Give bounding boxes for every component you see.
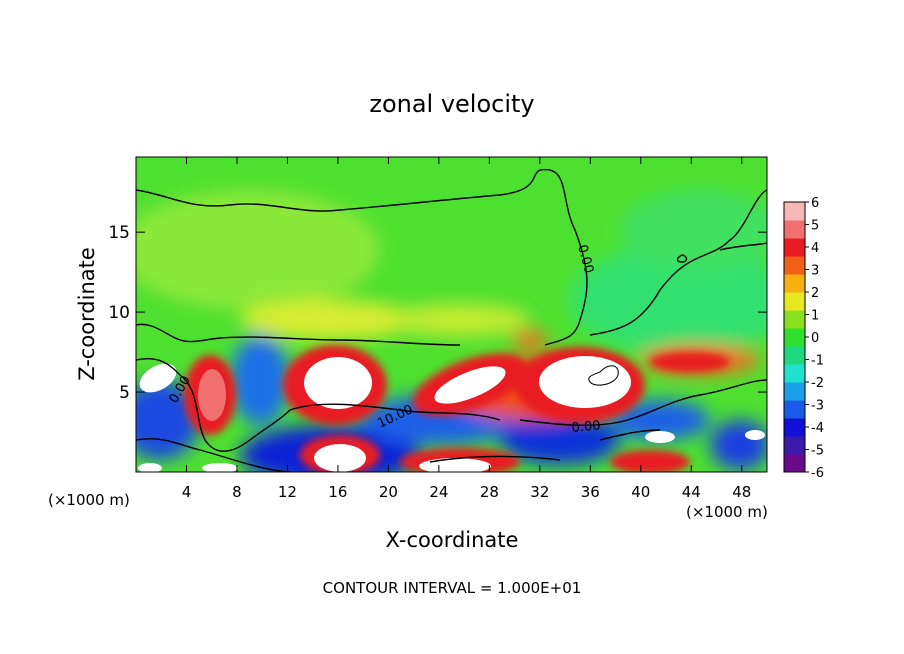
colorbar-tick-label: 4 [811,241,819,256]
x-tick-label: 28 [480,483,499,501]
x-tick-label: 24 [429,483,448,501]
colorbar-swatch [784,292,805,311]
x-tick-label: 44 [682,483,701,501]
y-axis: 5 10 15 [108,223,767,403]
contour-label: 0.00 [574,243,596,275]
chart-title: zonal velocity [369,90,534,118]
x-tick-label: 4 [182,483,192,501]
contour-lines [136,168,767,472]
colorbar-tick-label: 6 [811,196,819,211]
x-unit-left: (×1000 m) [48,491,130,509]
colorbar-tick-label: 5 [811,219,819,234]
colorbar-swatch [784,220,805,239]
y-axis-label: Z-coordinate [75,247,99,381]
colorbar-swatch [784,238,805,257]
x-tick-label: 8 [232,483,242,501]
contour-interval-note: CONTOUR INTERVAL = 1.000E+01 [323,579,582,597]
colorbar-tick-label: -2 [811,376,824,391]
heatmap-field [136,157,767,472]
colorbar-swatch [784,202,805,221]
y-tick-label: 10 [108,303,130,323]
colorbar-swatch [784,346,805,365]
colorbar-tick-label: -4 [811,421,824,436]
x-tick-label: 40 [631,483,650,501]
x-unit-right: (×1000 m) [686,503,768,521]
y-tick-label: 15 [108,223,130,243]
colorbar-tick-label: 3 [811,264,819,279]
colorbar-swatch [784,436,805,455]
colorbar-tick-label: 0 [811,331,819,346]
colorbar-swatch [784,364,805,383]
colorbar-swatch [784,418,805,437]
x-tick-label: 16 [328,483,347,501]
colorbar-tick-label: 1 [811,309,819,324]
colorbar-tick-label: -6 [811,466,824,481]
x-axis-label: X-coordinate [386,528,519,552]
colorbar-swatch [784,454,805,473]
x-tick-label: 48 [732,483,751,501]
colorbar-swatch [784,382,805,401]
colorbar-swatch [784,400,805,419]
x-tick-label: 32 [530,483,549,501]
colorbar-swatch [784,256,805,275]
y-tick-label: 5 [119,383,130,403]
colorbar-tick-label: -3 [811,399,824,414]
colorbar: 6 5 4 3 2 1 0 -1 -2 -3 -4 -5 -6 [783,196,824,481]
colorbar-swatch [784,274,805,293]
x-axis: 4 8 12 16 20 24 28 32 36 40 44 48 [182,157,751,501]
x-tick-label: 36 [581,483,600,501]
colorbar-swatch [784,328,805,347]
colorbar-tick-label: -1 [811,354,824,369]
x-tick-label: 12 [278,483,297,501]
colorbar-tick-label: -5 [811,444,824,459]
x-tick-label: 20 [379,483,398,501]
colorbar-tick-label: 2 [811,286,819,301]
contour-label: 0.00 [571,419,601,436]
colorbar-swatch [784,310,805,329]
plot-frame [135,156,768,473]
